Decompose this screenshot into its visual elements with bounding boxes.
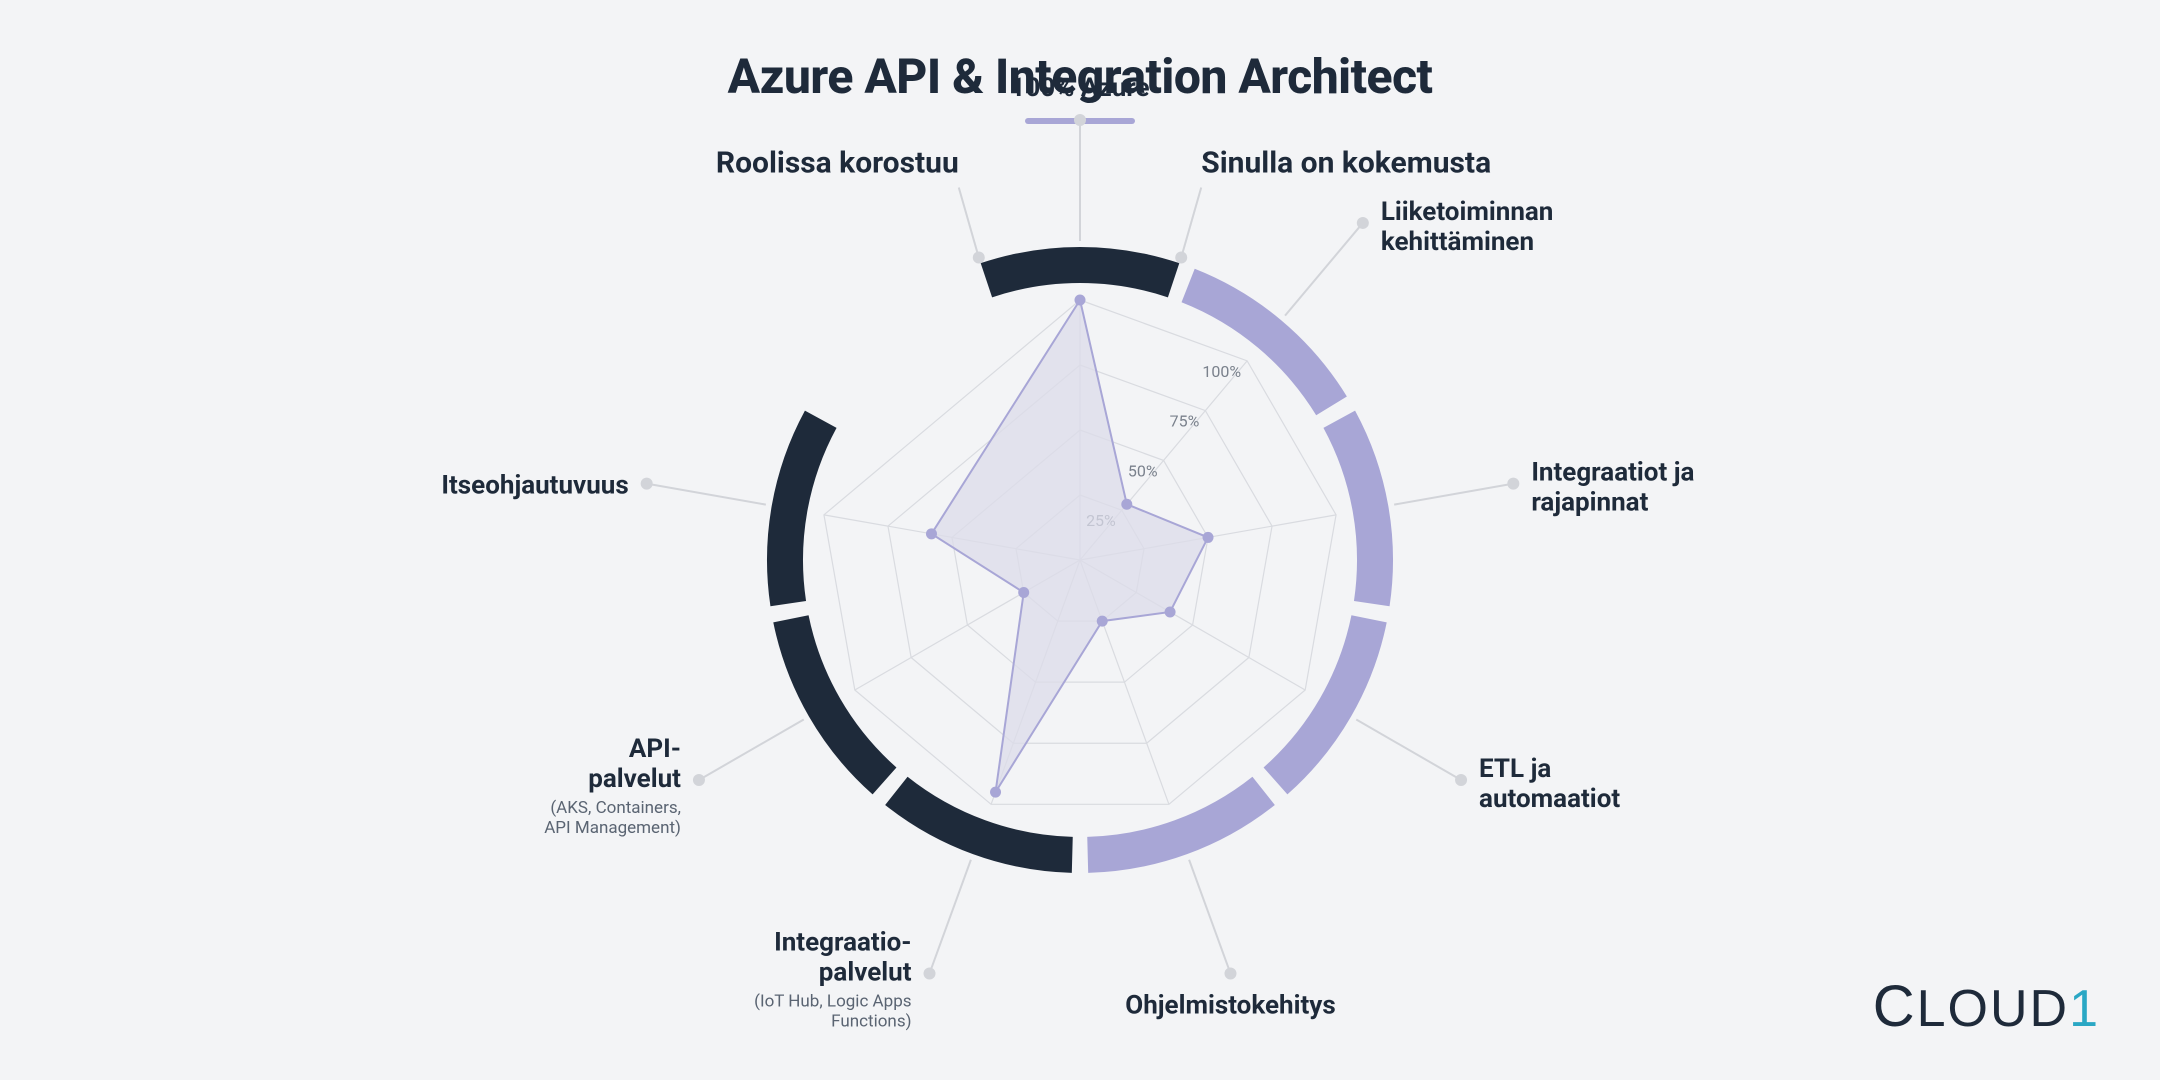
axis-label-group: Liiketoiminnankehittäminen [1381, 197, 1554, 257]
axis-label-group: Integraatiot jarajapinnat [1531, 458, 1694, 518]
axis-sublabel: API Management) [544, 818, 681, 838]
group-header-left: Roolissa korostuu [716, 145, 959, 180]
axis-label: API- [629, 734, 681, 764]
axis-label-line2: automaatiot [1479, 784, 1620, 814]
axis-label: 100% Azure [1010, 73, 1149, 103]
axis-label: Ohjelmistokehitys [1125, 990, 1335, 1020]
ring-label: 100% [1202, 362, 1241, 381]
axis-label-group: Itseohjautuvuus [441, 471, 628, 501]
brand-logo: CLOUD1 [1873, 973, 2100, 1040]
axis-sublabel: (IoT Hub, Logic Apps [754, 991, 911, 1011]
axis-label-group: API-palvelut (AKS, Containers,API Managem… [544, 734, 681, 838]
axis-label-group: Ohjelmistokehitys [1125, 990, 1335, 1020]
axis-label-line2: kehittäminen [1381, 227, 1534, 257]
axis-label: Integraatiot ja [1531, 458, 1694, 488]
axis-label: Liiketoiminnan [1381, 197, 1554, 227]
axis-label-group: ETL jaautomaatiot [1479, 754, 1620, 814]
logo-letter-c: C [1873, 974, 1917, 1039]
axis-label-group: 100% Azure [1010, 73, 1149, 103]
ring-label: 75% [1170, 412, 1200, 431]
ring-label: 50% [1128, 461, 1158, 480]
axis-label-line2: rajapinnat [1531, 488, 1648, 518]
logo-text-middle: LOUD [1917, 980, 2069, 1038]
axis-sublabel: (AKS, Containers, [550, 798, 681, 818]
radar-chart: 25%50%75%100%100% AzureLiiketoiminnankeh… [280, 130, 1880, 1050]
axis-sublabel: Functions) [831, 1011, 911, 1031]
group-header-right: Sinulla on kokemusta [1201, 145, 1491, 180]
axis-label-group: Integraatio-palvelut (IoT Hub, Logic Apps… [754, 927, 912, 1031]
axis-label-line2: palvelut [588, 764, 681, 794]
axis-label: Integraatio- [774, 927, 911, 957]
logo-number-one: 1 [2069, 980, 2100, 1038]
axis-label-line2: palvelut [819, 957, 912, 987]
axis-label: Itseohjautuvuus [441, 471, 628, 501]
axis-label: ETL ja [1479, 754, 1551, 784]
